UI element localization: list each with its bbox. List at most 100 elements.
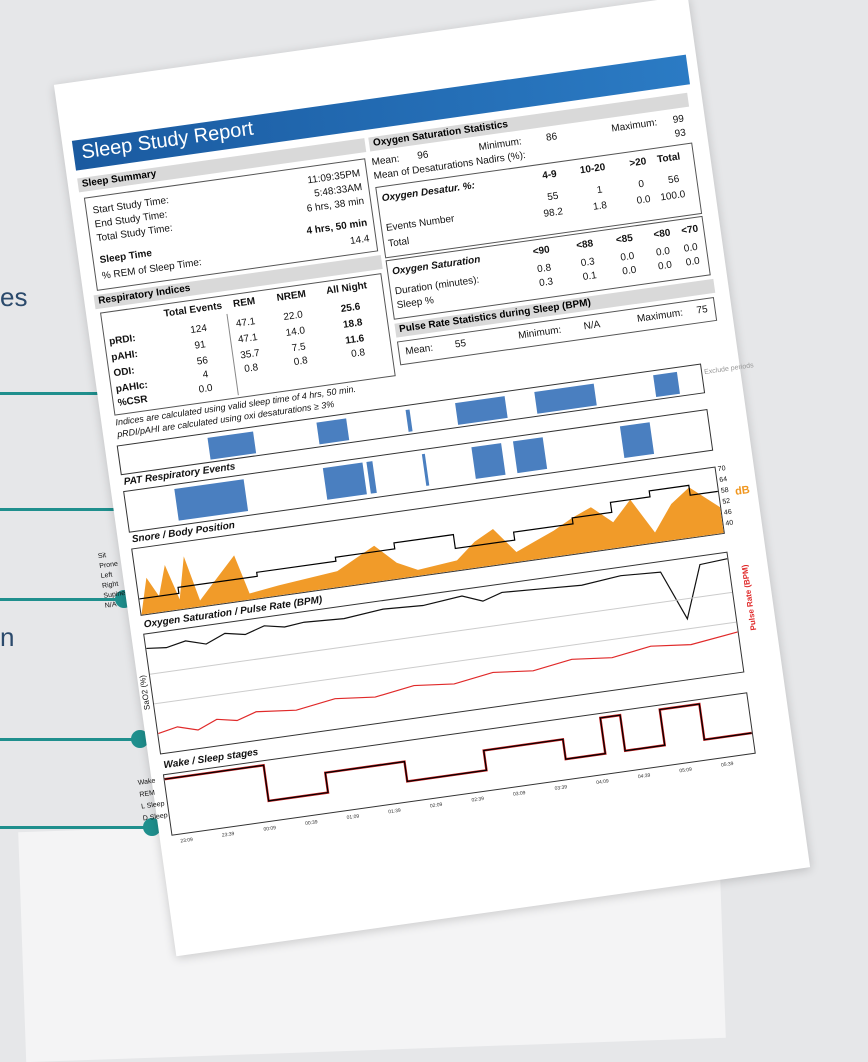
time-tick: 23:39 bbox=[221, 831, 235, 839]
event-block bbox=[405, 409, 413, 432]
time-tick: 05:39 bbox=[720, 760, 734, 769]
row-rem: 47.1 bbox=[237, 331, 259, 346]
row-nrem: 0.8 bbox=[293, 355, 309, 369]
time-tick: 04:39 bbox=[637, 772, 651, 781]
event-block bbox=[421, 453, 430, 486]
event-block bbox=[619, 422, 655, 459]
events-label: Events Number bbox=[385, 213, 456, 234]
time-tick: 05:09 bbox=[679, 766, 693, 775]
desat-col: 4-9 bbox=[541, 168, 558, 182]
position-na: N/A bbox=[104, 601, 117, 610]
row-total: 4 bbox=[202, 369, 210, 381]
row-nrem: 14.0 bbox=[284, 325, 306, 339]
row-all: 0.8 bbox=[350, 347, 366, 360]
desat-event: 56 bbox=[667, 173, 680, 187]
position-right: Right bbox=[101, 580, 119, 590]
event-block bbox=[512, 437, 548, 474]
exclude-periods-label: Exclude periods bbox=[703, 362, 755, 377]
row-total: 124 bbox=[189, 322, 208, 337]
row-name: ODI: bbox=[112, 365, 136, 380]
sat-col: <88 bbox=[575, 238, 594, 252]
sat-col: <90 bbox=[532, 244, 551, 258]
sleep-pct-value: 0.1 bbox=[582, 270, 598, 284]
time-tick: 03:09 bbox=[512, 790, 526, 798]
time-tick: 00:09 bbox=[263, 825, 277, 833]
stage-light: L Sleep bbox=[140, 800, 166, 811]
desat-event: 55 bbox=[546, 190, 560, 204]
col-nrem: NREM bbox=[276, 288, 307, 304]
col-rem: REM bbox=[232, 295, 256, 310]
row-nrem: 7.5 bbox=[291, 341, 307, 355]
row-name: pAHI: bbox=[110, 348, 139, 364]
desat-col: 10-20 bbox=[579, 161, 607, 177]
callout-line-5 bbox=[0, 826, 150, 829]
desat-col: Total bbox=[656, 151, 681, 166]
desat-label: Oxygen Desatur. %: bbox=[381, 180, 476, 205]
callout-line-3 bbox=[0, 598, 122, 601]
row-all: 25.6 bbox=[340, 301, 361, 315]
time-tick: 04:09 bbox=[595, 778, 610, 787]
event-block bbox=[174, 479, 249, 521]
snore-axis-40: 40 bbox=[725, 519, 734, 528]
row-total: 91 bbox=[193, 339, 207, 352]
sleep-stages-chart bbox=[162, 692, 756, 836]
sleep-pct-value: 0.0 bbox=[685, 255, 701, 269]
pulse-min: N/A bbox=[582, 319, 602, 333]
stage-rem: REM bbox=[139, 789, 156, 799]
pulse-max: 75 bbox=[695, 304, 709, 317]
sleep-stages-plot bbox=[164, 702, 753, 803]
col-total-events: Total Events bbox=[163, 300, 223, 320]
position-sit: Sit bbox=[97, 552, 107, 561]
rem-value: 14.4 bbox=[349, 233, 371, 248]
event-block bbox=[316, 418, 350, 445]
snore-axis-58: 58 bbox=[720, 486, 730, 495]
row-total: 56 bbox=[196, 355, 209, 368]
stage-wake: Wake bbox=[137, 777, 156, 787]
time-tick: 02:09 bbox=[429, 801, 443, 810]
snore-axis-70: 70 bbox=[717, 465, 727, 474]
row-name: pRDI: bbox=[108, 332, 137, 348]
row-all: 18.8 bbox=[342, 317, 364, 331]
duration-value: 0.0 bbox=[619, 250, 636, 264]
time-tick: 02:39 bbox=[471, 795, 485, 804]
event-block bbox=[322, 462, 367, 500]
desat-col: >20 bbox=[628, 156, 648, 170]
sat-col: <85 bbox=[615, 232, 634, 247]
row-name: pAHIc: bbox=[115, 379, 149, 396]
row-total: 0.0 bbox=[198, 382, 214, 396]
duration-value: 0.8 bbox=[536, 262, 552, 276]
event-block bbox=[653, 371, 680, 398]
db-label: dB bbox=[734, 483, 751, 498]
col-all-night: All Night bbox=[325, 280, 368, 297]
duration-value: 0.0 bbox=[655, 245, 671, 259]
callout-dot-5 bbox=[143, 818, 161, 836]
nadirs-value: 93 bbox=[674, 127, 687, 140]
callout-line-4 bbox=[0, 738, 138, 741]
snore-plot bbox=[139, 484, 724, 615]
oxy-min: 86 bbox=[545, 131, 558, 144]
oxy-mean-label: Mean: bbox=[371, 153, 401, 169]
oxy-max: 99 bbox=[672, 113, 685, 126]
sleep-pct-value: 0.0 bbox=[621, 264, 637, 278]
pulse-mean: 55 bbox=[454, 338, 467, 351]
row-rem: 35.7 bbox=[239, 347, 261, 362]
event-block bbox=[471, 443, 506, 479]
sat-col: <80 bbox=[652, 227, 672, 241]
duration-label: Duration (minutes): bbox=[394, 274, 480, 298]
sat-label: Oxygen Saturation bbox=[391, 254, 482, 278]
time-tick: 01:39 bbox=[387, 807, 402, 816]
time-tick: 00:39 bbox=[304, 819, 319, 828]
snore-axis-46: 46 bbox=[723, 508, 733, 517]
row-rem: 0.8 bbox=[243, 362, 259, 376]
side-label-1: es bbox=[0, 282, 28, 312]
total-label: Total bbox=[387, 235, 411, 250]
snore-axis-64: 64 bbox=[718, 475, 728, 485]
row-name: %CSR bbox=[117, 393, 149, 409]
duration-value: 0.3 bbox=[580, 256, 596, 270]
pulse-min-label: Minimum: bbox=[517, 324, 563, 342]
callout-line-2 bbox=[0, 508, 125, 511]
time-tick: 23:09 bbox=[180, 836, 194, 845]
position-prone: Prone bbox=[98, 560, 119, 571]
desat-total: 98.2 bbox=[542, 206, 564, 220]
snore-axis-52: 52 bbox=[722, 497, 731, 506]
